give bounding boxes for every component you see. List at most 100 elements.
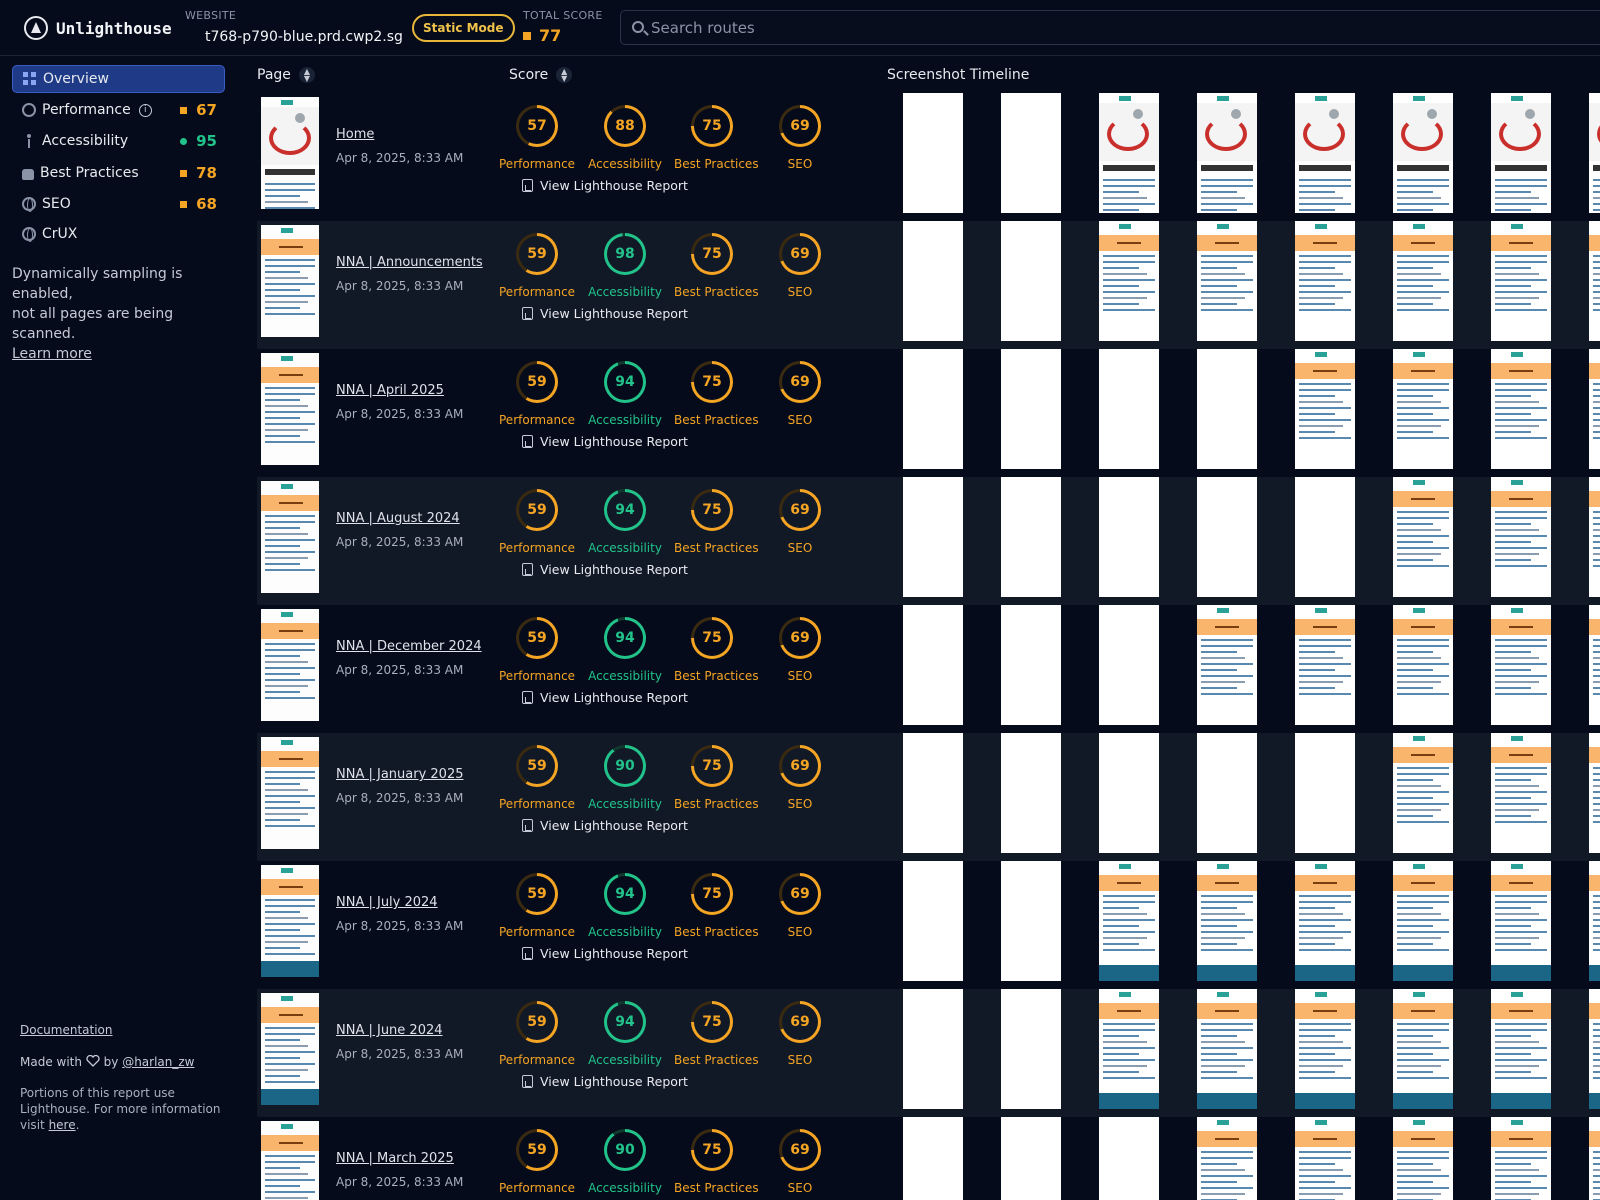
sidebar-score-value: 95 — [196, 132, 217, 150]
app-logo[interactable]: Unlighthouse — [24, 16, 172, 40]
table-row[interactable]: NNA | March 2025 Apr 8, 2025, 8:33 AM 59 Pe… — [257, 1117, 1600, 1200]
page-link[interactable]: NNA | April 2025 — [336, 383, 444, 398]
score-gauge[interactable]: 69 SEO — [762, 1001, 838, 1067]
sidebar-item-seo[interactable]: SEO 68 — [12, 190, 225, 218]
page-thumbnail[interactable] — [261, 609, 319, 721]
score-gauge[interactable]: 59 Performance — [499, 233, 575, 299]
info-icon[interactable]: i — [138, 103, 152, 117]
page-thumbnail[interactable] — [261, 481, 319, 593]
score-label: Best Practices — [674, 1053, 759, 1067]
by-text: by — [103, 1055, 119, 1069]
score-gauge[interactable]: 98 Accessibility — [587, 233, 663, 299]
score-gauge[interactable]: 75 Best Practices — [674, 873, 759, 939]
view-report-button[interactable]: View Lighthouse Report — [522, 306, 688, 321]
score-gauge[interactable]: 75 Best Practices — [674, 233, 759, 299]
timeline-frame — [1001, 733, 1061, 853]
score-gauge[interactable]: 75 Best Practices — [674, 105, 759, 171]
table-row[interactable]: NNA | June 2024 Apr 8, 2025, 8:33 AM 59 Per… — [257, 989, 1600, 1117]
timeline-frame — [903, 1117, 963, 1200]
score-gauge[interactable]: 59 Performance — [499, 873, 575, 939]
score-gauge[interactable]: 75 Best Practices — [674, 1001, 759, 1067]
page-thumbnail[interactable] — [261, 993, 319, 1105]
sidebar-item-crux[interactable]: CrUX — [12, 220, 225, 248]
score-gauge[interactable]: 90 Accessibility — [587, 745, 663, 811]
view-report-button[interactable]: View Lighthouse Report — [522, 434, 688, 449]
learn-more-link[interactable]: Learn more — [12, 346, 92, 362]
documentation-link[interactable]: Documentation — [20, 1023, 113, 1037]
score-gauge[interactable]: 69 SEO — [762, 873, 838, 939]
score-gauge[interactable]: 59 Performance — [499, 745, 575, 811]
table-row[interactable]: NNA | January 2025 Apr 8, 2025, 8:33 AM 59… — [257, 733, 1600, 861]
view-report-button[interactable]: View Lighthouse Report — [522, 562, 688, 577]
score-gauge[interactable]: 69 SEO — [762, 745, 838, 811]
page-thumbnail[interactable] — [261, 225, 319, 337]
table-row[interactable]: NNA | August 2024 Apr 8, 2025, 8:33 AM 59 P… — [257, 477, 1600, 605]
page-link[interactable]: NNA | Announcements — [336, 255, 483, 270]
score-gauge[interactable]: 75 Best Practices — [674, 489, 759, 555]
column-header-score[interactable]: Score ▲ ▼ — [509, 67, 573, 83]
sort-icon[interactable]: ▲ ▼ — [556, 67, 573, 83]
score-gauge[interactable]: 75 Best Practices — [674, 361, 759, 427]
score-gauge[interactable]: 88 Accessibility — [587, 105, 663, 171]
score-gauge[interactable]: 59 Performance — [499, 1129, 575, 1195]
page-thumbnail[interactable] — [261, 353, 319, 465]
page-link[interactable]: NNA | July 2024 — [336, 895, 438, 910]
page-link[interactable]: NNA | December 2024 — [336, 639, 482, 654]
score-gauge[interactable]: 59 Performance — [499, 1001, 575, 1067]
sort-icon[interactable]: ▲ ▼ — [298, 67, 315, 83]
score-gauge[interactable]: 69 SEO — [762, 233, 838, 299]
page-thumbnail[interactable] — [261, 97, 319, 209]
table-row[interactable]: Home Apr 8, 2025, 8:33 AM 57 Performance 88 A… — [257, 93, 1600, 221]
author-link[interactable]: @harlan_zw — [122, 1055, 195, 1069]
score-gauge[interactable]: 69 SEO — [762, 617, 838, 683]
score-gauge[interactable]: 69 SEO — [762, 361, 838, 427]
page-link[interactable]: NNA | August 2024 — [336, 511, 460, 526]
column-header-page[interactable]: Page ▲ ▼ — [257, 67, 315, 83]
score-ring: 59 — [516, 1129, 558, 1171]
score-gauge[interactable]: 69 SEO — [762, 1129, 838, 1195]
score-gauge[interactable]: 59 Performance — [499, 617, 575, 683]
page-link[interactable]: NNA | June 2024 — [336, 1023, 443, 1038]
page-thumbnail[interactable] — [261, 865, 319, 977]
website-value[interactable]: t768-p790-blue.prd.cwp2.sg — [205, 29, 403, 45]
score-gauge[interactable]: 94 Accessibility — [587, 617, 663, 683]
page-link[interactable]: NNA | January 2025 — [336, 767, 464, 782]
score-value: 94 — [615, 374, 635, 390]
score-gauge[interactable]: 75 Best Practices — [674, 617, 759, 683]
view-report-button[interactable]: View Lighthouse Report — [522, 818, 688, 833]
sidebar-item-best-practices[interactable]: Best Practices 78 — [12, 159, 225, 187]
score-gauge[interactable]: 94 Accessibility — [587, 361, 663, 427]
table-row[interactable]: NNA | Announcements Apr 8, 2025, 8:33 AM 5… — [257, 221, 1600, 349]
score-gauge[interactable]: 59 Performance — [499, 361, 575, 427]
score-gauge[interactable]: 57 Performance — [499, 105, 575, 171]
timeline-frame — [1099, 93, 1159, 213]
score-gauge[interactable]: 94 Accessibility — [587, 873, 663, 939]
score-gauge[interactable]: 94 Accessibility — [587, 1001, 663, 1067]
view-report-button[interactable]: View Lighthouse Report — [522, 178, 688, 193]
view-report-button[interactable]: View Lighthouse Report — [522, 946, 688, 961]
score-gauge[interactable]: 75 Best Practices — [674, 1129, 759, 1195]
page-link[interactable]: NNA | March 2025 — [336, 1151, 454, 1166]
score-gauge[interactable]: 69 SEO — [762, 105, 838, 171]
page-thumbnail[interactable] — [261, 737, 319, 849]
view-report-button[interactable]: View Lighthouse Report — [522, 690, 688, 705]
page-link[interactable]: Home — [336, 127, 375, 142]
timeline-frame — [1099, 221, 1159, 341]
table-row[interactable]: NNA | April 2025 Apr 8, 2025, 8:33 AM 59 Pe… — [257, 349, 1600, 477]
static-mode-badge[interactable]: Static Mode — [412, 14, 515, 42]
table-row[interactable]: NNA | December 2024 Apr 8, 2025, 8:33 AM 5… — [257, 605, 1600, 733]
here-link[interactable]: here — [48, 1118, 76, 1132]
sidebar-item-overview[interactable]: Overview — [12, 65, 225, 93]
score-gauge[interactable]: 69 SEO — [762, 489, 838, 555]
score-gauge[interactable]: 94 Accessibility — [587, 489, 663, 555]
search-input[interactable] — [651, 16, 1551, 40]
score-gauge[interactable]: 75 Best Practices — [674, 745, 759, 811]
score-gauge[interactable]: 90 Accessibility — [587, 1129, 663, 1195]
view-report-button[interactable]: View Lighthouse Report — [522, 1074, 688, 1089]
table-row[interactable]: NNA | July 2024 Apr 8, 2025, 8:33 AM 59 Per… — [257, 861, 1600, 989]
page-thumbnail[interactable] — [261, 1121, 319, 1200]
sidebar-item-accessibility[interactable]: Accessibility 95 — [12, 127, 225, 155]
sidebar-item-performance[interactable]: Performance i 67 — [12, 96, 225, 124]
score-gauge[interactable]: 59 Performance — [499, 489, 575, 555]
search-box[interactable] — [620, 10, 1600, 45]
